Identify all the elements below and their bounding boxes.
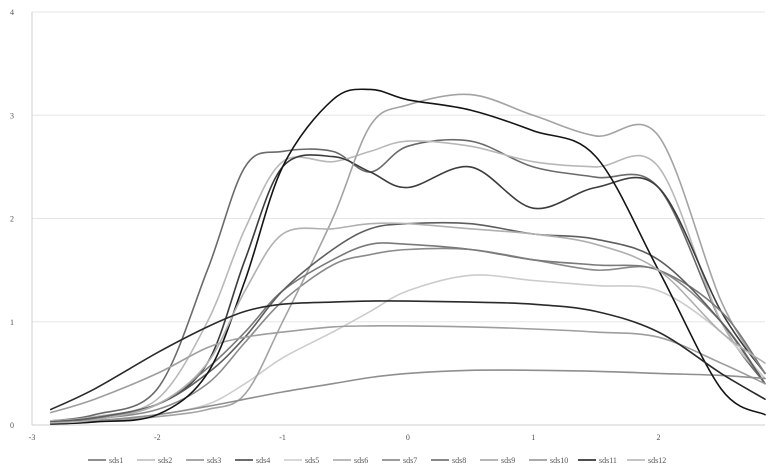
series-line-sds_black2 xyxy=(50,300,766,411)
y-tick-label: 4 xyxy=(10,8,14,17)
legend-label-sds6: sds6 xyxy=(354,456,368,465)
series-line-sds10 xyxy=(50,369,766,424)
series-line-sds3 xyxy=(50,247,766,423)
x-tick-label: -2 xyxy=(154,433,161,442)
series-line-sds8 xyxy=(50,221,766,423)
y-tick-label: 2 xyxy=(10,215,14,224)
series-line-sds1 xyxy=(50,138,766,422)
series-line-sds4 xyxy=(50,154,766,424)
y-tick-label: 1 xyxy=(10,318,14,327)
legend-label-sds10: sds10 xyxy=(550,456,568,465)
y-tick-label: 3 xyxy=(10,111,14,120)
series-line-sds11 xyxy=(50,88,766,425)
x-tick-label: 2 xyxy=(656,433,660,442)
legend-label-sds7: sds7 xyxy=(403,456,417,465)
legend-label-sds4: sds4 xyxy=(256,456,270,465)
x-tick-label: 0 xyxy=(406,433,410,442)
legend-label-sds12: sds12 xyxy=(648,456,666,465)
legend-label-sds3: sds3 xyxy=(207,456,221,465)
legend: sds1 sds2 sds3 sds4 sds5 sds6 sds7 sds8 sds9 sds1… xyxy=(88,456,666,465)
x-tick-label: -3 xyxy=(29,433,36,442)
axes: 0 1 2 3 4 -3 -2 -1 0 1 2 xyxy=(10,8,765,442)
legend-label-sds8: sds8 xyxy=(452,456,466,465)
series-line-sds2 xyxy=(50,140,766,422)
series-line-sds9 xyxy=(50,324,766,414)
series-lines xyxy=(50,88,766,425)
legend-label-sds1: sds1 xyxy=(109,456,123,465)
grid xyxy=(32,11,765,323)
series-line-sds12 xyxy=(50,222,766,424)
legend-label-sds11: sds11 xyxy=(599,456,617,465)
series-line-sds6 xyxy=(50,93,766,425)
y-tick-label: 0 xyxy=(10,421,14,430)
legend-label-sds9: sds9 xyxy=(501,456,515,465)
series-line-sds5 xyxy=(50,274,766,424)
legend-label-sds5: sds5 xyxy=(305,456,319,465)
legend-label-sds2: sds2 xyxy=(158,456,172,465)
x-tick-label: 1 xyxy=(531,433,535,442)
x-tick-label: -1 xyxy=(279,433,286,442)
